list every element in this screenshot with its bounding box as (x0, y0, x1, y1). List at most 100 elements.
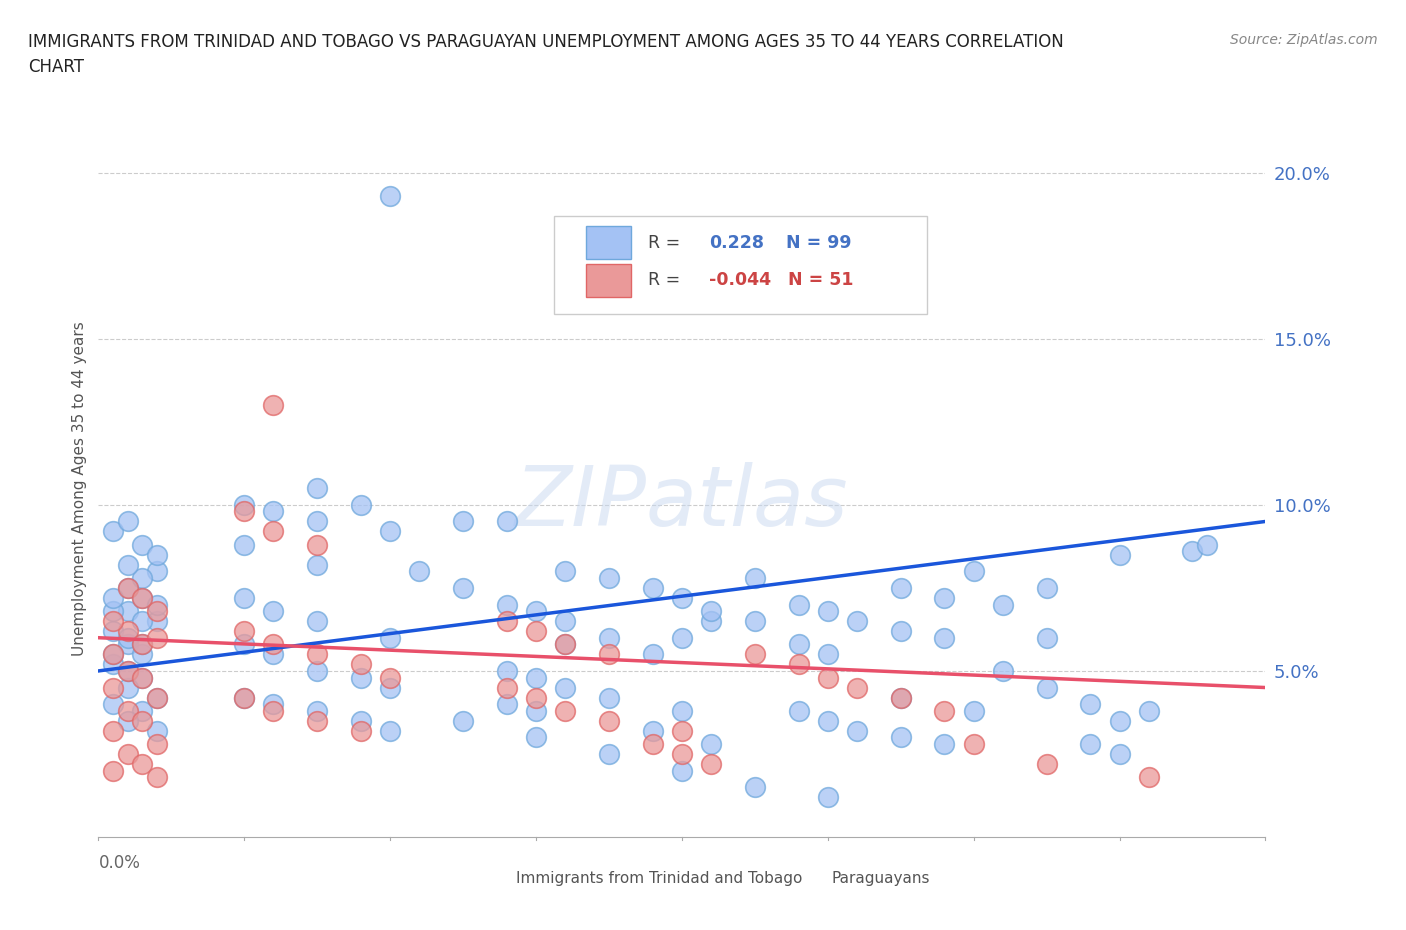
Point (598, 690, 620, 705)
Point (131, 538, 153, 552)
Point (524, 703, 547, 718)
Point (934, 703, 956, 718)
Point (131, 756, 153, 771)
Point (131, 671, 153, 685)
Point (962, 737, 984, 751)
Text: Source: ZipAtlas.com: Source: ZipAtlas.com (1230, 33, 1378, 46)
Point (554, 564, 576, 578)
Point (380, 524, 402, 538)
FancyBboxPatch shape (586, 264, 630, 298)
Point (598, 570, 620, 585)
Point (233, 538, 256, 552)
Point (262, 398, 284, 413)
Point (117, 663, 139, 678)
Point (524, 604, 547, 618)
Point (991, 597, 1014, 612)
Point (380, 631, 402, 645)
Text: N = 51: N = 51 (789, 272, 853, 289)
Point (496, 680, 519, 695)
Point (1035, 631, 1057, 645)
Point (890, 580, 912, 595)
Point (845, 614, 868, 629)
Point (307, 663, 329, 678)
Point (817, 647, 839, 662)
Point (1080, 697, 1102, 711)
Point (117, 713, 139, 728)
Point (101, 604, 124, 618)
Point (700, 756, 723, 771)
Point (117, 703, 139, 718)
Point (101, 697, 124, 711)
Point (101, 657, 124, 671)
Point (524, 671, 547, 685)
Point (641, 737, 664, 751)
Point (671, 591, 693, 605)
Point (380, 680, 402, 695)
Point (1181, 544, 1204, 559)
Point (700, 614, 723, 629)
Point (131, 671, 153, 685)
Point (146, 724, 169, 738)
Point (117, 663, 139, 678)
Point (233, 624, 256, 639)
Point (146, 690, 169, 705)
Point (146, 631, 169, 645)
Point (524, 730, 547, 745)
Y-axis label: Unemployment Among Ages 35 to 44 years: Unemployment Among Ages 35 to 44 years (72, 321, 87, 656)
Point (598, 631, 620, 645)
Point (101, 647, 124, 662)
Point (890, 690, 912, 705)
Text: CHART: CHART (28, 58, 84, 75)
FancyBboxPatch shape (484, 868, 509, 893)
Point (117, 604, 139, 618)
Text: Immigrants from Trinidad and Tobago: Immigrants from Trinidad and Tobago (516, 870, 803, 885)
Point (991, 663, 1014, 678)
Text: ZIPatlas: ZIPatlas (515, 461, 849, 543)
Point (131, 637, 153, 652)
Text: -0.044: -0.044 (709, 272, 770, 289)
Point (890, 624, 912, 639)
Point (744, 779, 766, 794)
Point (233, 498, 256, 512)
Point (554, 637, 576, 652)
Point (1108, 747, 1130, 762)
Point (744, 647, 766, 662)
Point (350, 713, 373, 728)
Point (744, 570, 766, 585)
Point (131, 647, 153, 662)
Point (233, 690, 256, 705)
Point (1108, 547, 1130, 562)
Point (671, 747, 693, 762)
Point (307, 557, 329, 572)
Point (146, 564, 169, 578)
Point (131, 614, 153, 629)
Point (934, 631, 956, 645)
Point (350, 657, 373, 671)
Point (451, 713, 474, 728)
Text: IMMIGRANTS FROM TRINIDAD AND TOBAGO VS PARAGUAYAN UNEMPLOYMENT AMONG AGES 35 TO : IMMIGRANTS FROM TRINIDAD AND TOBAGO VS P… (28, 33, 1064, 50)
Point (1035, 756, 1057, 771)
Point (817, 790, 839, 804)
Point (1197, 538, 1219, 552)
Point (117, 580, 139, 595)
Point (1137, 703, 1160, 718)
Point (641, 724, 664, 738)
Point (845, 724, 868, 738)
Point (350, 498, 373, 512)
Point (787, 597, 810, 612)
Point (101, 591, 124, 605)
Point (101, 624, 124, 639)
Point (146, 614, 169, 629)
Point (262, 703, 284, 718)
Point (131, 713, 153, 728)
Point (671, 764, 693, 778)
Point (131, 591, 153, 605)
Point (598, 747, 620, 762)
Point (787, 703, 810, 718)
FancyBboxPatch shape (554, 217, 927, 314)
Point (131, 703, 153, 718)
Point (496, 597, 519, 612)
Text: Paraguayans: Paraguayans (831, 870, 929, 885)
Point (451, 580, 474, 595)
Point (554, 680, 576, 695)
